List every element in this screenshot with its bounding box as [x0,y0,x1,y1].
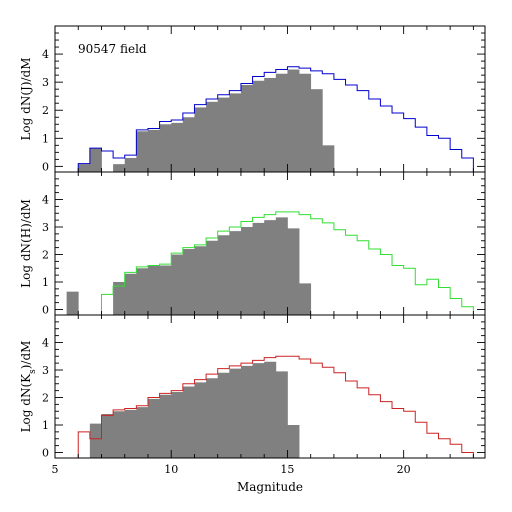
panel-H-filled-bar [217,235,230,315]
panel-Ks-filled-bar [275,371,288,459]
panel-Ks-outline-histogram [77,355,474,458]
panel-H-filled-bar [159,265,172,315]
panel-H-filled-bar [206,240,219,315]
panel-J-y-tick-label: 4 [42,48,49,61]
panel-J-outline-histogram [77,66,474,172]
panel-Ks-y-tick-label: 3 [42,364,49,377]
panel-Ks-filled-bar [136,407,149,459]
panel-H-filled-bar [299,283,312,316]
panel-J-y-axis-title: Log dN(J)/dM [19,57,33,140]
panel-J-filled-bar [78,164,91,172]
panel-H-outline-histogram [100,211,474,315]
panel-H-filled-bar [147,265,160,315]
panel-H-y-tick-label: 2 [42,249,49,262]
panel-H-filled-bar [124,273,137,315]
panel-H-filled-bar [264,220,277,316]
panel-J-filled-bar [217,97,230,172]
panel-Ks-y-tick-label: 2 [42,392,49,405]
panel-Ks-filled-bar [264,361,277,458]
panel-Ks-y-axis-title: Log dN(Ks)/dM [19,341,38,433]
panel-Ks-filled-bar [287,425,300,458]
x-axis-title: Magnitude [237,480,303,494]
panel-J-y-tick-label: 3 [42,76,49,89]
panel-J-filled-bar [182,117,195,172]
panel-H-filled-bar [66,291,79,316]
panel-J-filled-bar [124,157,137,172]
panel-H-y-tick-label: 3 [42,221,49,234]
panel-H-y-tick-label: 1 [42,276,49,289]
chart-annotation: 90547 field [78,42,147,56]
panel-J-filled-bar [206,101,219,172]
panel-H-y-axis-title: Log dN(H)/dM [19,199,33,288]
panel-J-filled-bar [113,164,126,172]
panel-J-y-tick-label: 0 [42,160,49,173]
x-tick-label: 10 [164,463,178,476]
panel-Ks-filled-bar [101,414,114,458]
panel-J-filled-bar [322,145,335,172]
panel-Ks-filled-bar [159,394,172,458]
panel-J-filled-bar [264,77,277,172]
panel-H-filled-bar [171,254,184,315]
x-tick-label: 15 [280,463,294,476]
panel-H-filled-bar [194,246,207,315]
panel-H-filled-bar [287,228,300,316]
panel-J-filled-bar [299,73,312,172]
panel-H-filled-bar [182,249,195,315]
panel-J-filled-bar [171,122,184,172]
panel-Ks-filled-bar [147,398,160,459]
panel-Ks-filled-bar [171,392,184,458]
panel-Ks-filled-bar [229,368,242,459]
panel-J-filled-bar [310,89,323,172]
panel-H-y-tick-label: 4 [42,194,49,207]
panel-Ks-filled-bar [182,386,195,458]
panel-Ks-filled-bar [113,411,126,458]
panel-J-filled-bar [159,124,172,172]
panel-Ks-filled-bar [206,378,219,458]
panel-J-filled-bar [252,80,265,172]
panel-Ks-filled-bar [124,409,137,459]
panel-H-filled-bar [229,231,242,316]
panel-J-filled-bar [147,129,160,172]
panel-Ks-filled-bar [252,363,265,459]
panel-J-filled-bar [89,148,102,172]
panel-Ks-y-tick-label: 4 [42,337,49,350]
panel-J-filled-bar [194,107,207,172]
panel-Ks-frame [54,314,486,459]
panel-J-y-tick-label: 2 [42,104,49,117]
panel-H-y-tick-label: 0 [42,304,49,317]
panel-J-filled-bar [275,73,288,172]
panel-Ks-filled-bar [89,423,102,459]
panel-J-filled-bar [287,69,300,172]
panel-Ks-filled-bar [194,382,207,459]
panel-H-filled-bar [240,227,253,315]
panel-Ks-y-axis-title-subscript: s [28,369,38,374]
panel-J-y-tick-label: 1 [42,132,49,145]
panel-H-filled-bar [113,282,126,315]
panel-Ks-y-tick-label: 0 [42,447,49,460]
x-tick-label: 5 [52,463,59,476]
panel-J-filled-bar [136,131,149,172]
panel-Ks-y-tick-label: 1 [42,419,49,432]
panel-J-filled-bar [229,93,242,172]
panel-H-filled-bar [275,217,288,316]
panel-Ks-filled-bar [217,372,230,458]
panel-Ks-y-axis-title-tail: )/dM [19,341,33,370]
panel-H-filled-bar [252,222,265,316]
x-tick-label: 20 [397,463,411,476]
panel-Ks-filled-bar [240,365,253,459]
panel-H-filled-bar [136,268,149,315]
panel-J-filled-bar [240,84,253,172]
